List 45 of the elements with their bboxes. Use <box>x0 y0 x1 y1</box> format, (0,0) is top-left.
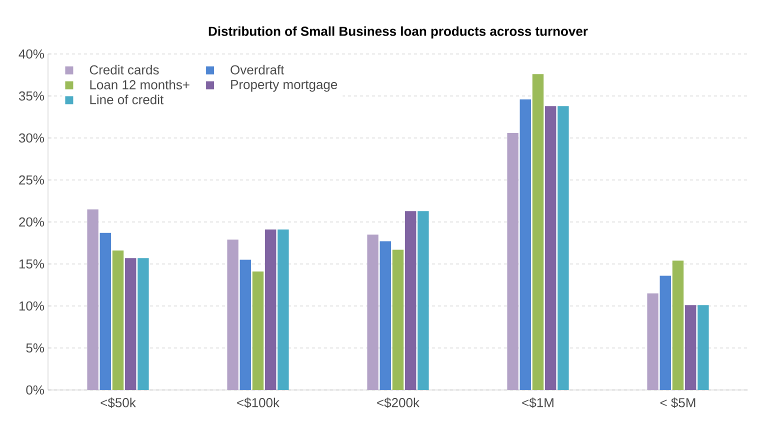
x-tick-label: <$100k <box>237 398 280 408</box>
bar <box>265 230 276 390</box>
bar <box>240 260 252 390</box>
bar <box>698 305 709 390</box>
y-tick-label: 10% <box>19 301 44 311</box>
bar <box>558 106 569 390</box>
bar <box>684 305 696 390</box>
y-tick-label: 15% <box>19 259 44 269</box>
legend-label: Loan 12 months+ <box>90 80 190 90</box>
chart-title: Distribution of Small Business loan products across turnover <box>208 26 588 38</box>
y-tick-label: 25% <box>19 175 44 185</box>
bar <box>532 74 544 390</box>
bar <box>380 241 392 390</box>
bar <box>672 260 684 390</box>
bar <box>405 211 416 390</box>
bar <box>252 272 264 390</box>
bar <box>227 240 238 390</box>
y-tick-label: 35% <box>18 91 44 101</box>
x-tick-label: <$200k <box>377 398 420 408</box>
bar <box>507 132 518 390</box>
bar <box>545 106 556 390</box>
x-tick-label: < $5M <box>660 398 696 408</box>
legend-label: Line of credit <box>90 94 164 104</box>
bar <box>367 234 378 390</box>
y-tick-label: 5% <box>26 343 44 353</box>
y-tick-label: 0% <box>26 385 44 395</box>
bar <box>87 209 98 390</box>
bar <box>138 258 149 390</box>
bar <box>392 250 404 390</box>
bar <box>647 293 658 390</box>
x-tick-label: <$1M <box>522 398 554 408</box>
legend-label: Credit cards <box>90 64 159 74</box>
bar <box>418 211 429 390</box>
bar <box>660 276 671 390</box>
y-tick-label: 30% <box>18 133 44 143</box>
y-tick-label: 40% <box>18 49 44 59</box>
x-tick-label: <$50k <box>100 398 136 408</box>
bar <box>125 258 136 390</box>
bar <box>520 99 531 390</box>
bar <box>100 232 112 390</box>
bar <box>278 230 289 390</box>
legend-label: Property mortgage <box>231 80 338 92</box>
legend-label: Overdraft <box>230 64 284 74</box>
bar <box>112 250 124 390</box>
y-tick-label: 20% <box>19 217 44 227</box>
